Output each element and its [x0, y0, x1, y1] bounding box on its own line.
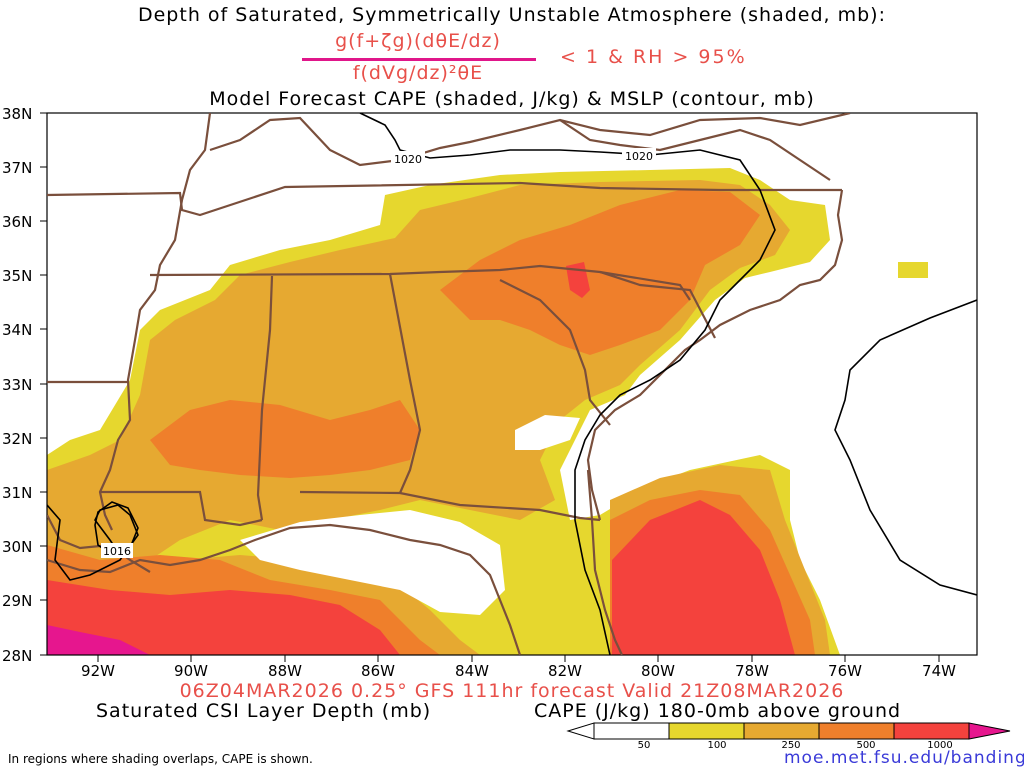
lon-label: 92W: [81, 662, 115, 680]
border-fl-al: [299, 490, 601, 522]
border-al-ga: [388, 273, 422, 494]
coastline-fl-east: [586, 189, 844, 521]
lat-label: 34N: [2, 321, 32, 339]
colorbar-tick: 100: [707, 740, 726, 751]
lat-label: 38N: [2, 105, 32, 123]
border-tn-ky: [47, 181, 842, 217]
overlap-note: In regions where shading overlaps, CAPE …: [8, 752, 313, 766]
border-la-ms: [100, 490, 263, 527]
colorbar-cell: [566, 722, 595, 740]
lat-label: 29N: [2, 592, 32, 610]
no-shade-gulf: [240, 510, 505, 615]
map-title-line3: Model Forecast CAPE (shaded, J/kg) & MSL…: [209, 88, 815, 110]
colorbar-tick: 500: [856, 740, 875, 751]
formula-numerator: g(f+ζg)(dθE/dz): [335, 30, 501, 52]
lat-label: 37N: [2, 159, 32, 177]
border-va-wv: [559, 119, 831, 181]
source-url[interactable]: moe.met.fsu.edu/banding: [784, 748, 1024, 768]
colorbar-cell: [968, 722, 1011, 740]
lat-label: 28N: [2, 647, 32, 665]
lon-label: 74W: [922, 662, 956, 680]
lon-label: 76W: [828, 662, 862, 680]
mslp-contour-1016: [47, 504, 139, 581]
colorbar: 50 100 250 500 1000: [566, 722, 1011, 751]
border-ohio-river: [209, 113, 851, 167]
lat-label: 31N: [2, 484, 32, 502]
cape-shade-1000: [47, 625, 150, 655]
cape-shade-50-island: [898, 262, 928, 278]
colorbar-tick: 50: [638, 740, 651, 751]
border-ga-sc: [499, 279, 611, 426]
map-title-line1: Depth of Saturated, Symmetrically Unstab…: [137, 4, 886, 26]
formula-fraction-bar: [302, 58, 536, 61]
border-nc-sc: [599, 270, 691, 301]
no-shade-ga-coast: [515, 415, 580, 450]
colorbar-cell: [743, 722, 820, 740]
colorbar-cell: [593, 722, 670, 740]
csi-layer-label: Saturated CSI Layer Depth (mb): [96, 700, 432, 722]
lon-label: 90W: [174, 662, 208, 680]
coastline-fl-peninsula: [586, 469, 623, 655]
cape-shade-500-fl: [612, 500, 795, 655]
formula-denominator: f(dVg/dz)²θE: [352, 62, 484, 84]
lat-label: 30N: [2, 538, 32, 556]
mslp-contour-east: [834, 299, 977, 596]
cape-layer-label: CAPE (J/kg) 180-0mb above ground: [534, 700, 902, 722]
lon-label: 86W: [361, 662, 395, 680]
border-mississippi-river: [98, 113, 212, 531]
longitude-axis: 92W 90W 88W 86W 84W 82W 80W 78W 76W 74W: [81, 655, 956, 680]
lat-label: 32N: [2, 430, 32, 448]
forecast-valid-text: 06Z04MAR2026 0.25° GFS 111hr forecast Va…: [179, 680, 845, 702]
no-shade-east: [640, 380, 740, 440]
contour-label-1020-a: 1020: [394, 153, 422, 166]
lon-label: 84W: [455, 662, 489, 680]
contour-label-1016: 1016: [103, 545, 131, 558]
formula-condition: < 1 & RH > 95%: [560, 46, 747, 68]
colorbar-cell: [818, 722, 895, 740]
cape-shade-500-gulf: [47, 580, 400, 655]
colorbar-tick: 1000: [927, 740, 952, 751]
colorbar-cell: [893, 722, 970, 740]
shading-layer: [47, 168, 928, 655]
lat-label: 36N: [2, 213, 32, 231]
border-ms-al: [256, 275, 274, 521]
lon-label: 80W: [641, 662, 675, 680]
mslp-contour-1020-north: [359, 113, 776, 655]
borders-layer: [47, 113, 977, 655]
latitude-axis: 38N 37N 36N 35N 34N 33N 32N 31N 30N 29N …: [2, 105, 47, 665]
lat-label: 33N: [2, 376, 32, 394]
lon-label: 82W: [548, 662, 582, 680]
border-tn-south: [149, 264, 716, 339]
cape-shade-250-west: [150, 400, 420, 478]
colorbar-tick: 250: [781, 740, 800, 751]
contour-labels: 1020 1020 1016: [101, 148, 656, 558]
contour-label-1020-b: 1020: [625, 150, 653, 163]
lon-label: 78W: [735, 662, 769, 680]
colorbar-cell: [668, 722, 745, 740]
lon-label: 88W: [268, 662, 302, 680]
lat-label: 35N: [2, 267, 32, 285]
